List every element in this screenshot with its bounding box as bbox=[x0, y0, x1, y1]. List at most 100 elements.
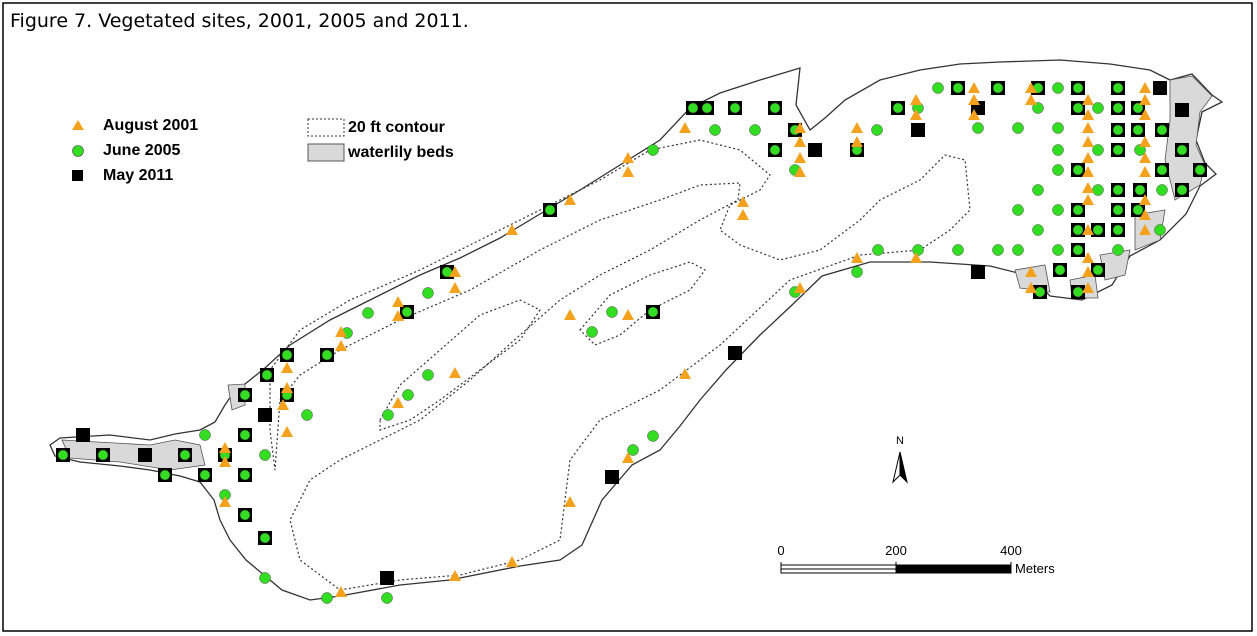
legend-label: August 2001 bbox=[103, 117, 198, 134]
site-circle bbox=[1112, 184, 1124, 196]
site-triangle bbox=[1025, 282, 1037, 293]
site-triangle bbox=[1139, 166, 1151, 177]
sites bbox=[56, 81, 1207, 604]
site-circle bbox=[57, 449, 69, 461]
site-circle bbox=[1052, 122, 1064, 134]
site-circle bbox=[259, 449, 271, 461]
site-triangle bbox=[1139, 82, 1151, 93]
site-circle bbox=[259, 572, 271, 584]
site-circle bbox=[872, 244, 884, 256]
site-circle bbox=[401, 306, 413, 318]
site-triangle bbox=[910, 252, 922, 263]
site-circle bbox=[321, 349, 333, 361]
site-circle bbox=[544, 204, 556, 216]
site-triangle bbox=[449, 266, 461, 277]
site-triangle bbox=[1139, 224, 1151, 235]
site-circle bbox=[1072, 204, 1084, 216]
site-triangle bbox=[622, 166, 634, 177]
site-circle bbox=[1132, 124, 1144, 136]
site-circle bbox=[871, 124, 883, 136]
site-circle bbox=[1032, 184, 1044, 196]
site-circle bbox=[381, 592, 393, 604]
site-circle bbox=[1154, 224, 1166, 236]
site-circle bbox=[1032, 224, 1044, 236]
legend-triangle bbox=[72, 120, 84, 130]
site-circle bbox=[932, 82, 944, 94]
site-square bbox=[728, 346, 742, 360]
site-circle bbox=[199, 429, 211, 441]
site-triangle bbox=[737, 196, 749, 207]
site-circle bbox=[1052, 82, 1064, 94]
site-circle bbox=[261, 369, 273, 381]
site-triangle bbox=[281, 362, 293, 373]
site-triangle bbox=[219, 442, 231, 453]
site-triangle bbox=[1139, 109, 1151, 120]
scale-bar: 0 200 400 Meters bbox=[777, 543, 1055, 576]
site-circle bbox=[769, 144, 781, 156]
site-circle bbox=[952, 244, 964, 256]
site-triangle bbox=[622, 152, 634, 163]
site-square bbox=[911, 123, 925, 137]
site-circle bbox=[301, 409, 313, 421]
site-circle bbox=[239, 429, 251, 441]
site-triangle bbox=[219, 496, 231, 507]
site-circle bbox=[1092, 144, 1104, 156]
scale-tick-label: 0 bbox=[777, 543, 784, 558]
site-circle bbox=[1072, 82, 1084, 94]
site-square bbox=[605, 470, 619, 484]
site-circle bbox=[912, 244, 924, 256]
site-circle bbox=[647, 306, 659, 318]
site-circle bbox=[239, 469, 251, 481]
site-triangle bbox=[335, 326, 347, 337]
legend-label: 20 ft contour bbox=[348, 119, 445, 136]
site-circle bbox=[1052, 144, 1064, 156]
site-triangle bbox=[1082, 94, 1094, 105]
site-triangle bbox=[1082, 109, 1094, 120]
site-circle bbox=[1112, 144, 1124, 156]
site-triangle bbox=[1025, 94, 1037, 105]
site-circle bbox=[321, 592, 333, 604]
site-circle bbox=[1156, 124, 1168, 136]
site-triangle bbox=[851, 122, 863, 133]
scale-unit: Meters bbox=[1015, 561, 1055, 576]
site-circle bbox=[1072, 224, 1084, 236]
site-circle bbox=[159, 469, 171, 481]
site-circle bbox=[382, 409, 394, 421]
site-triangle bbox=[1082, 282, 1094, 293]
site-circle bbox=[1072, 102, 1084, 114]
site-circle bbox=[1112, 124, 1124, 136]
site-circle bbox=[1112, 102, 1124, 114]
scale-tick-label: 200 bbox=[885, 543, 907, 558]
site-triangle bbox=[737, 209, 749, 220]
site-triangle bbox=[219, 456, 231, 467]
site-circle bbox=[972, 122, 984, 134]
site-triangle bbox=[1082, 166, 1094, 177]
site-square bbox=[1153, 81, 1167, 95]
site-circle bbox=[1156, 184, 1168, 196]
site-triangle bbox=[910, 109, 922, 120]
site-circle bbox=[1134, 144, 1146, 156]
site-circle bbox=[1034, 286, 1046, 298]
site-circle bbox=[422, 369, 434, 381]
site-triangle bbox=[335, 586, 347, 597]
site-circle bbox=[1052, 164, 1064, 176]
site-triangle bbox=[1082, 182, 1094, 193]
site-triangle bbox=[392, 310, 404, 321]
site-circle bbox=[729, 102, 741, 114]
site-square bbox=[76, 428, 90, 442]
site-circle bbox=[1012, 244, 1024, 256]
legend-label: May 2011 bbox=[103, 167, 173, 184]
site-circle bbox=[701, 102, 713, 114]
site-circle bbox=[1092, 264, 1104, 276]
site-triangle bbox=[1139, 194, 1151, 205]
site-circle bbox=[1072, 244, 1084, 256]
site-circle bbox=[1052, 204, 1064, 216]
site-circle bbox=[362, 307, 374, 319]
site-circle bbox=[1012, 122, 1024, 134]
site-circle bbox=[239, 509, 251, 521]
site-triangle bbox=[1025, 82, 1037, 93]
site-circle bbox=[1092, 224, 1104, 236]
site-circle bbox=[709, 124, 721, 136]
site-square bbox=[808, 143, 822, 157]
site-triangle bbox=[1082, 122, 1094, 133]
